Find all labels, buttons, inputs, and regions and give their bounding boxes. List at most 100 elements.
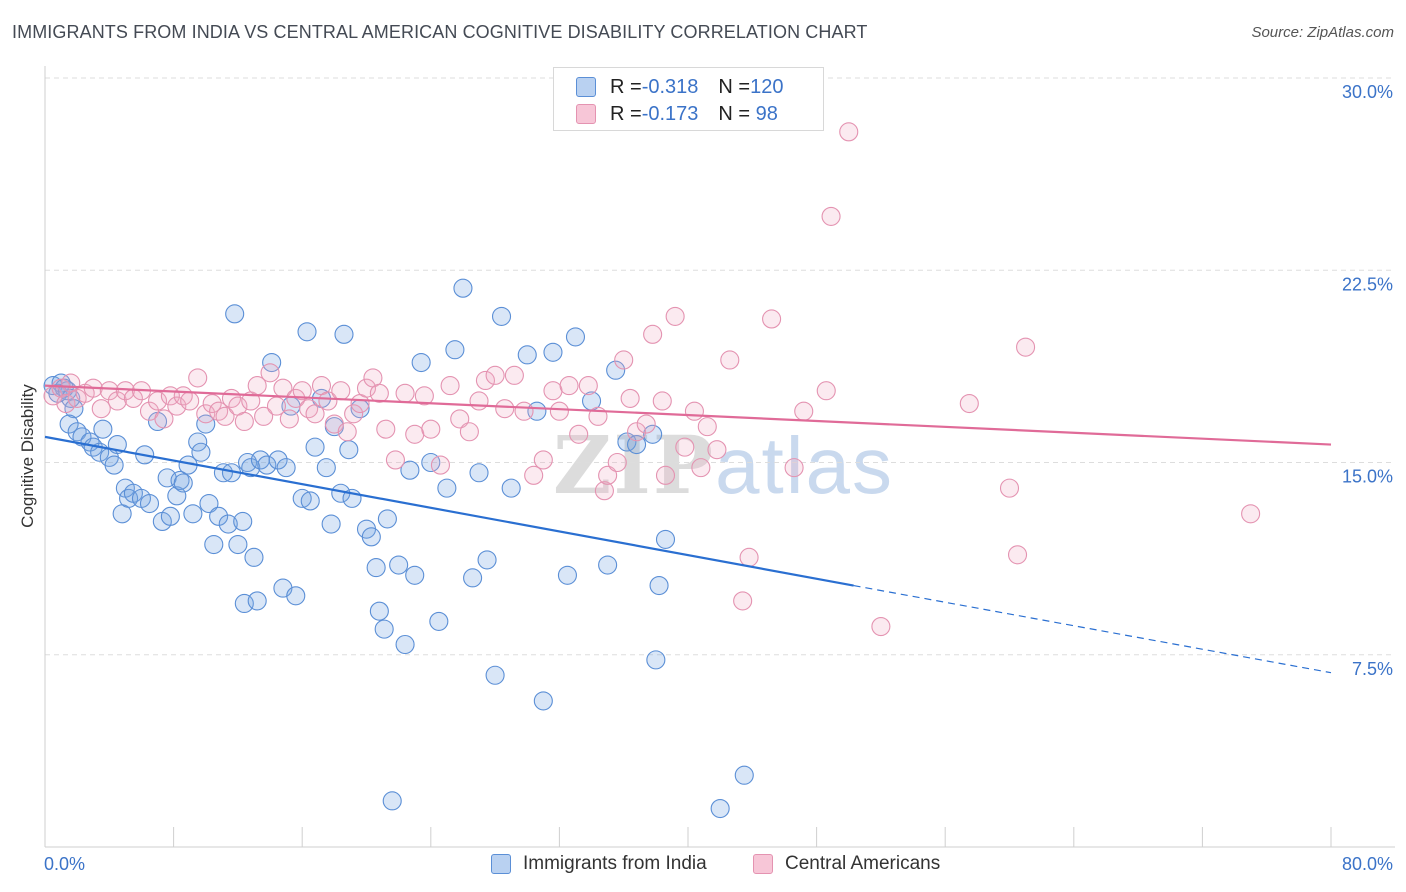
data-point: [411, 352, 431, 373]
india-swatch: [576, 77, 596, 97]
data-point: [450, 409, 470, 429]
data-point: [643, 324, 663, 344]
data-point: [170, 470, 190, 490]
data-point: [191, 442, 211, 462]
data-point: [569, 424, 589, 444]
data-point: [188, 368, 208, 388]
data-point: [477, 550, 497, 570]
data-point: [233, 511, 253, 532]
data-point: [279, 409, 299, 429]
watermark-atlas: atlas: [714, 421, 894, 510]
data-point: [649, 575, 669, 596]
data-point: [578, 376, 598, 396]
x-tick-label-min: 0.0%: [44, 854, 85, 874]
data-point: [305, 404, 325, 424]
r-value: -0.318: [641, 75, 699, 98]
tick-labels: 7.5% 15.0% 22.5% 30.0% 0.0% 80.0%: [44, 82, 1393, 874]
data-point: [999, 478, 1020, 498]
data-point: [485, 665, 505, 685]
data-point: [459, 422, 479, 442]
legend-item-central-american: Central Americans: [753, 852, 940, 876]
data-point: [620, 388, 640, 408]
y-axis-label: Cognitive Disability: [18, 384, 37, 528]
data-point: [369, 601, 389, 621]
watermark: ZIPatlas: [553, 418, 894, 512]
data-point: [297, 322, 317, 342]
data-point: [543, 381, 563, 401]
data-point: [316, 458, 336, 478]
data-point: [395, 383, 415, 403]
data-point: [453, 278, 473, 298]
data-point: [366, 558, 386, 578]
data-point: [665, 306, 685, 326]
data-point: [598, 555, 618, 575]
data-point: [268, 450, 288, 470]
trend-line-central-american: [44, 384, 1332, 446]
data-point: [241, 458, 261, 478]
data-point: [139, 493, 160, 514]
central-american-swatch: [576, 104, 596, 124]
source-credit: Source: ZipAtlas.com: [1251, 24, 1394, 41]
data-point: [485, 365, 505, 385]
data-point: [684, 401, 704, 421]
data-point: [276, 458, 296, 478]
data-point: [549, 401, 569, 421]
data-point: [167, 396, 187, 416]
data-point: [421, 419, 441, 439]
data-point: [495, 399, 515, 419]
data-point: [445, 340, 465, 360]
data-point: [209, 401, 229, 421]
data-point: [147, 391, 168, 411]
data-point: [183, 504, 203, 524]
data-point: [959, 393, 979, 414]
data-point: [334, 324, 354, 344]
stats-legend-row-india: R = -0.318 N = 120: [576, 75, 783, 99]
data-point: [218, 514, 238, 534]
data-point: [376, 419, 396, 439]
data-point: [655, 529, 676, 549]
data-point: [504, 365, 524, 385]
trend-lines: [44, 384, 1332, 674]
data-point: [636, 414, 656, 434]
data-point: [337, 422, 357, 442]
trend-line-india: [44, 435, 854, 587]
data-point: [91, 399, 111, 419]
data-point: [292, 381, 312, 401]
data-point: [188, 432, 208, 452]
data-point: [517, 345, 537, 365]
data-point: [533, 450, 553, 470]
y-tick-label: 30.0%: [1342, 82, 1393, 102]
data-point: [475, 370, 496, 391]
n-label: N =: [718, 102, 751, 125]
data-point: [707, 440, 727, 460]
data-point: [292, 488, 312, 508]
data-point: [204, 534, 224, 555]
data-point: [356, 378, 377, 398]
data-point: [1241, 504, 1261, 524]
y-tick-label: 7.5%: [1352, 659, 1393, 679]
data-point: [254, 406, 274, 426]
data-point: [228, 534, 248, 555]
data-point: [257, 455, 277, 475]
data-point: [107, 391, 127, 411]
data-point: [51, 378, 71, 398]
data-point: [559, 376, 579, 396]
data-point: [646, 650, 666, 670]
data-point: [1016, 337, 1036, 357]
data-point: [734, 765, 754, 785]
data-point: [400, 460, 420, 480]
data-point: [59, 414, 79, 434]
watermark-zip: ZIP: [553, 418, 715, 512]
data-point: [215, 406, 235, 426]
n-value: 98: [750, 102, 778, 125]
data-point: [614, 350, 634, 370]
data-point: [225, 304, 245, 324]
data-point: [437, 478, 457, 498]
grid-lines: [45, 77, 1395, 656]
data-point: [794, 401, 814, 421]
n-label: N =: [718, 75, 751, 98]
data-point: [154, 409, 174, 429]
data-point: [469, 463, 489, 483]
data-point: [501, 478, 521, 498]
data-point: [299, 399, 319, 419]
